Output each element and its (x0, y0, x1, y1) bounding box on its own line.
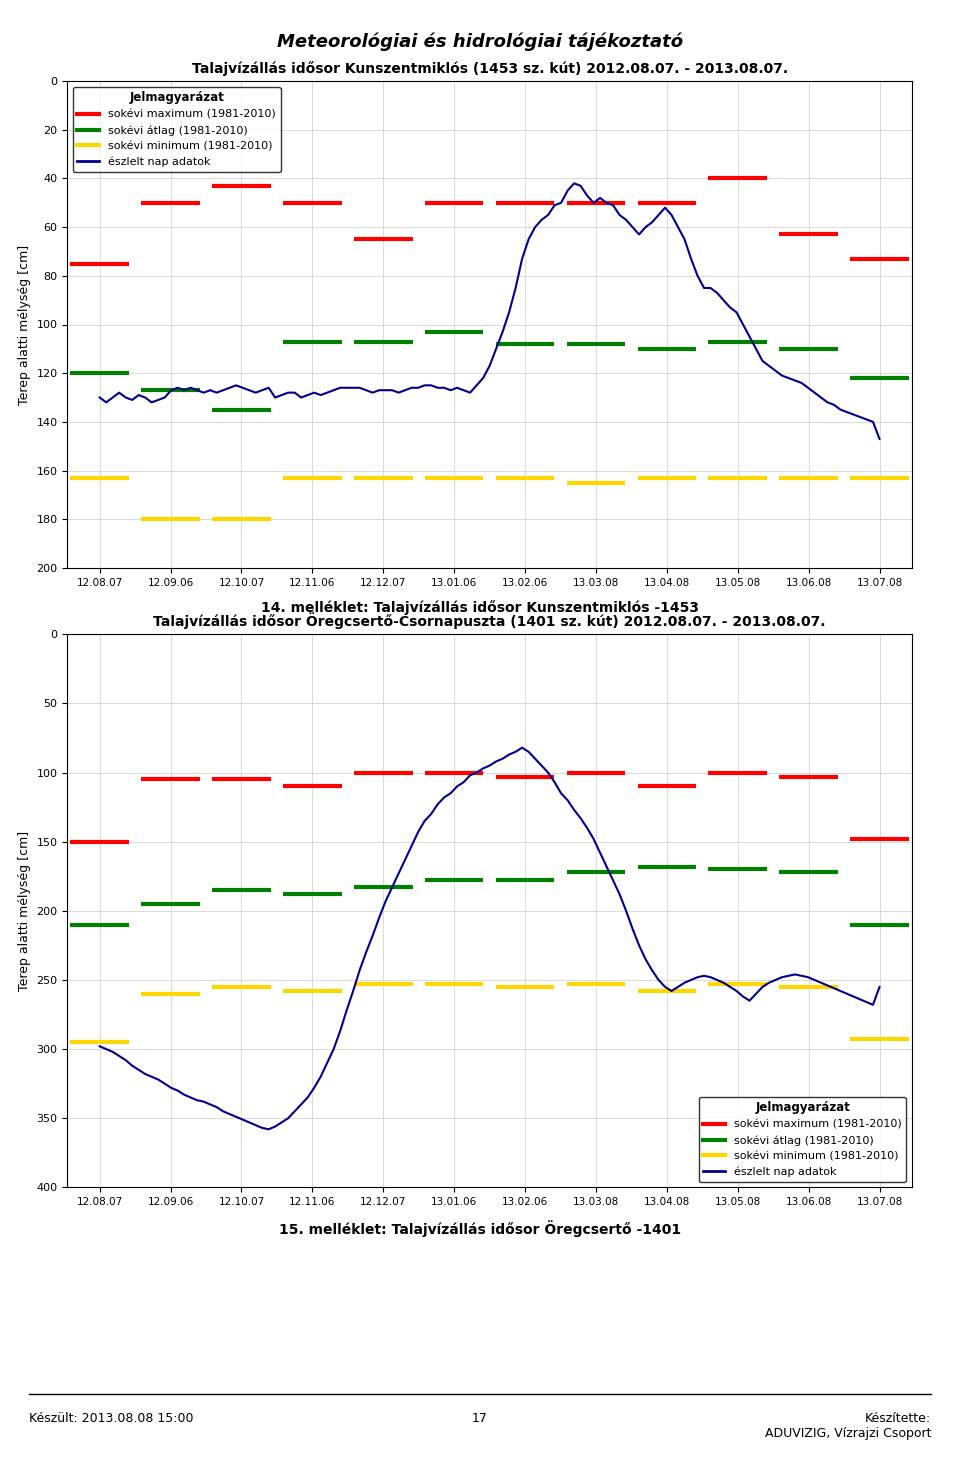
Legend: sokévi maximum (1981-2010), sokévi átlag (1981-2010), sokévi minimum (1981-2010): sokévi maximum (1981-2010), sokévi átlag… (73, 87, 280, 171)
Text: 14. melléklet: Talajvízállás idősor Kunszentmiklós -1453: 14. melléklet: Talajvízállás idősor Kuns… (261, 600, 699, 615)
Title: Talajvízállás idősor Öregcsertő-Csornapuszta (1401 sz. kút) 2012.08.07. - 2013.0: Talajvízállás idősor Öregcsertő-Csornapu… (154, 612, 826, 628)
Text: Készítette:
ADUVIZIG, Vízrajzi Csoport: Készítette: ADUVIZIG, Vízrajzi Csoport (765, 1412, 931, 1440)
Text: 15. melléklet: Talajvízállás idősor Öregcsertő -1401: 15. melléklet: Talajvízállás idősor Öreg… (279, 1220, 681, 1236)
Title: Talajvízállás idősor Kunszentmiklós (1453 sz. kút) 2012.08.07. - 2013.08.07.: Talajvízállás idősor Kunszentmiklós (145… (192, 60, 787, 75)
Y-axis label: Terep alatti mélység [cm]: Terep alatti mélység [cm] (18, 245, 31, 404)
Text: Készült: 2013.08.08 15:00: Készült: 2013.08.08 15:00 (29, 1412, 193, 1425)
Legend: sokévi maximum (1981-2010), sokévi átlag (1981-2010), sokévi minimum (1981-2010): sokévi maximum (1981-2010), sokévi átlag… (699, 1097, 906, 1181)
Y-axis label: Terep alatti mélység [cm]: Terep alatti mélység [cm] (18, 830, 31, 991)
Text: Meteorológiai és hidrológiai tájékoztató: Meteorológiai és hidrológiai tájékoztató (276, 32, 684, 52)
Text: 17: 17 (472, 1412, 488, 1425)
